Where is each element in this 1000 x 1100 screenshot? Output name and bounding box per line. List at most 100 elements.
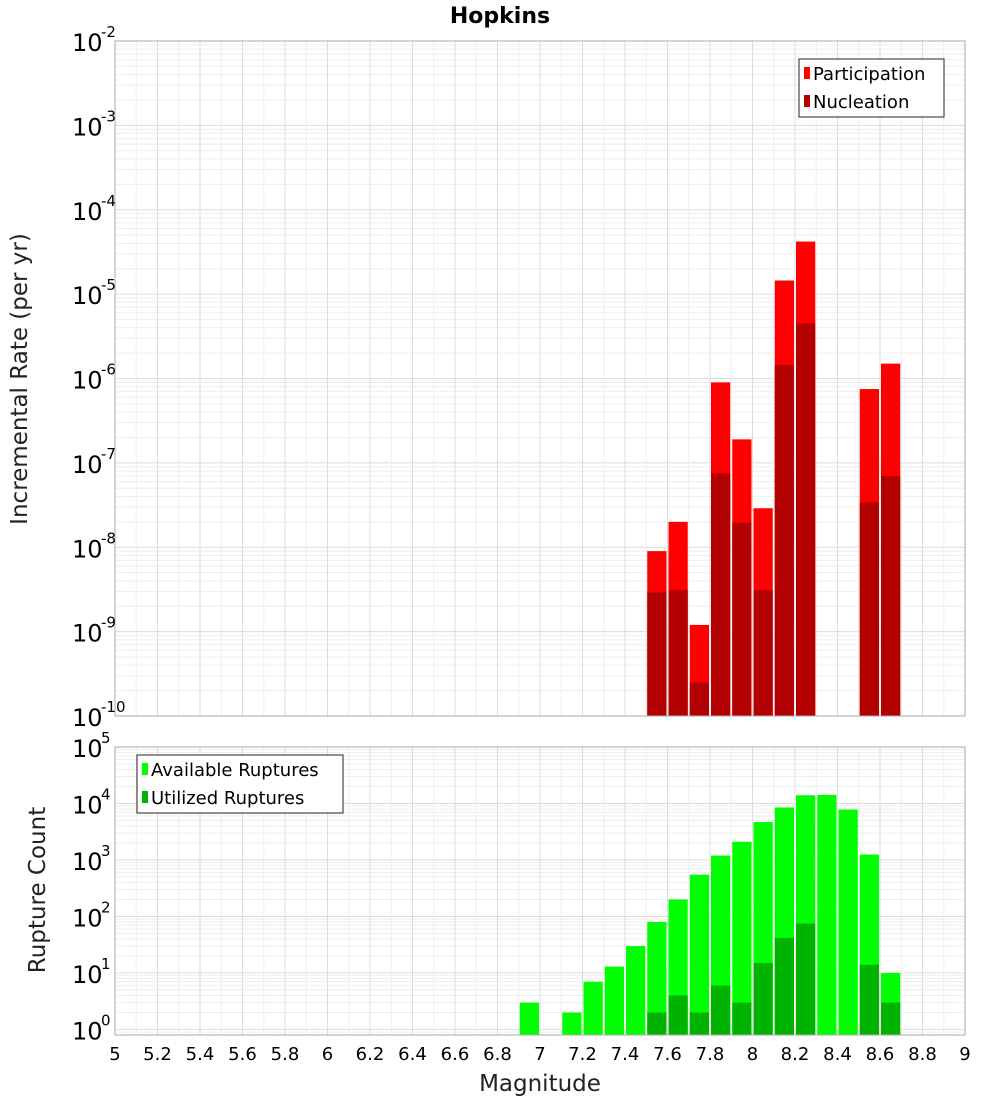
bottom-y-tick-label: 10 — [72, 735, 103, 763]
top-y-tick-label: 10 — [72, 282, 103, 310]
top-legend: Participation Nucleation — [798, 58, 945, 118]
bottom-bar — [647, 1012, 667, 1035]
top-y-tick-exponent: -7 — [101, 445, 116, 463]
x-tick-label: 9 — [959, 1044, 970, 1065]
top-y-tick-label: 10 — [72, 367, 103, 395]
x-tick-label: 6.8 — [483, 1044, 512, 1065]
top-y-tick-label: 10 — [72, 620, 103, 648]
bottom-legend-label: Available Ruptures — [151, 760, 319, 781]
bottom-bar — [562, 1012, 582, 1035]
top-legend-swatch — [804, 67, 810, 79]
bottom-y-tick-exponent: 2 — [101, 899, 111, 917]
top-y-tick-exponent: -4 — [101, 192, 116, 210]
top-bar — [711, 473, 731, 716]
top-legend-swatch — [804, 95, 810, 107]
x-ticks: 5 5.2 5.4 5.6 5.8 6 6.2 6.4 6.6 6.8 7 7.2 7.4 7.6 7.8 8… — [109, 1044, 970, 1065]
bottom-bar — [732, 1002, 752, 1035]
top-y-tick-label: 10 — [72, 535, 103, 563]
chart-title: Hopkins — [450, 4, 550, 29]
x-tick-label: 8.8 — [908, 1044, 937, 1065]
bottom-bar — [732, 841, 752, 1035]
bottom-bar — [838, 809, 858, 1035]
bottom-bar — [817, 794, 837, 1035]
bottom-y-tick-exponent: 1 — [101, 955, 111, 973]
x-tick-label: 7.2 — [568, 1044, 597, 1065]
top-y-tick-label: 10 — [72, 704, 103, 732]
top-y-tick-label: 10 — [72, 29, 103, 57]
x-tick-label: 7.8 — [696, 1044, 725, 1065]
top-y-tick-exponent: -5 — [101, 276, 116, 294]
top-y-tick-exponent: -10 — [101, 698, 126, 716]
bottom-bar — [796, 923, 816, 1035]
bottom-y-tick-exponent: 5 — [101, 729, 111, 747]
bottom-bar — [881, 1002, 901, 1035]
x-tick-label: 8.4 — [823, 1044, 852, 1065]
bottom-bar — [753, 963, 773, 1035]
top-bar — [881, 475, 901, 716]
top-bar — [689, 682, 709, 716]
x-tick-label: 5.6 — [228, 1044, 257, 1065]
top-y-tick-exponent: -9 — [101, 614, 116, 632]
bottom-bar — [668, 995, 688, 1035]
x-tick-label: 5 — [109, 1044, 120, 1065]
x-tick-label: 8 — [747, 1044, 758, 1065]
bottom-bar — [859, 964, 879, 1035]
top-y-tick-exponent: -6 — [101, 361, 116, 379]
x-tick-label: 5.4 — [186, 1044, 215, 1065]
bottom-bar — [583, 981, 603, 1035]
top-y-axis-label: Incremental Rate (per yr) — [7, 233, 33, 525]
x-tick-label: 7.4 — [611, 1044, 640, 1065]
bottom-bar — [689, 874, 709, 1035]
top-y-tick-exponent: -2 — [101, 23, 116, 41]
top-bar — [732, 522, 752, 716]
bottom-y-tick-exponent: 3 — [101, 842, 111, 860]
x-tick-label: 6 — [322, 1044, 333, 1065]
top-plot-frame — [114, 40, 966, 717]
x-tick-label: 7 — [534, 1044, 545, 1065]
top-y-tick-label: 10 — [72, 113, 103, 141]
bottom-y-tick-label: 10 — [72, 961, 103, 989]
bottom-legend-label: Utilized Ruptures — [151, 788, 304, 809]
bottom-legend-box — [136, 754, 344, 814]
x-tick-label: 6.6 — [441, 1044, 470, 1065]
x-axis-label: Magnitude — [479, 1071, 601, 1097]
top-legend-label: Nucleation — [813, 92, 909, 113]
bottom-y-axis-label: Rupture Count — [25, 807, 51, 973]
top-plot-rate: 10-1010-910-810-710-610-510-410-310-2Par… — [72, 23, 966, 732]
top-bar — [753, 590, 773, 716]
x-tick-label: 5.8 — [271, 1044, 300, 1065]
bottom-bar — [774, 937, 794, 1035]
bottom-y-tick-exponent: 4 — [101, 786, 111, 804]
x-tick-label: 5.2 — [143, 1044, 172, 1065]
bottom-bar — [626, 946, 646, 1035]
x-tick-label: 7.6 — [653, 1044, 682, 1065]
bottom-legend-swatch — [142, 791, 148, 803]
top-series-nucleation — [647, 323, 901, 716]
top-bar — [647, 592, 667, 716]
top-legend-label: Participation — [813, 64, 925, 85]
top-bar — [774, 364, 794, 716]
top-y-tick-exponent: -3 — [101, 107, 116, 125]
x-tick-label: 6.4 — [398, 1044, 427, 1065]
top-bar — [859, 502, 879, 716]
x-tick-label: 8.6 — [866, 1044, 895, 1065]
bottom-bar — [689, 1012, 709, 1035]
bottom-bar — [647, 921, 667, 1035]
top-y-tick-label: 10 — [72, 451, 103, 479]
top-legend-box — [798, 58, 945, 118]
bottom-series-utilized-ruptures — [647, 923, 901, 1035]
bottom-y-tick-label: 10 — [72, 848, 103, 876]
bottom-plot-frame — [114, 746, 966, 1036]
x-tick-label: 6.2 — [356, 1044, 385, 1065]
top-y-tick-label: 10 — [72, 198, 103, 226]
bottom-y-tick-label: 10 — [72, 1018, 103, 1046]
bottom-bar — [519, 1002, 539, 1035]
bottom-legend-swatch — [142, 763, 148, 775]
top-bar — [796, 323, 816, 716]
bottom-y-tick-label: 10 — [72, 792, 103, 820]
top-bar — [668, 590, 688, 716]
